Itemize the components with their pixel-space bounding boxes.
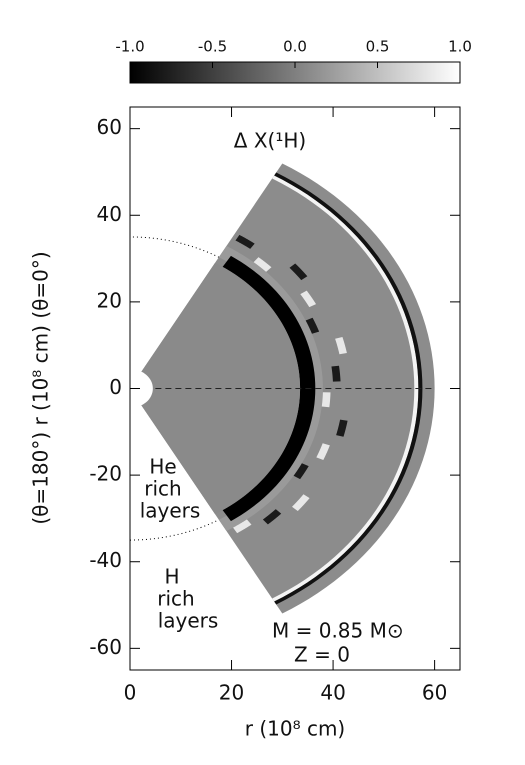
chart-title: Δ X(¹H) — [234, 129, 306, 153]
colorbar-tick-label: 1.0 — [448, 38, 472, 56]
y-tick-label: -40 — [89, 548, 122, 572]
plume — [291, 494, 310, 512]
dotted-arc — [129, 236, 220, 258]
annotation: layers — [158, 609, 219, 633]
plume — [293, 463, 309, 480]
plume — [336, 419, 348, 437]
colorbar-tick-label: 0.5 — [366, 38, 390, 56]
plume — [305, 317, 320, 334]
plume — [331, 365, 341, 382]
y-tick-label: 0 — [109, 375, 122, 399]
y-tick-label: -20 — [89, 462, 122, 486]
annotation: Z = 0 — [294, 643, 350, 667]
mixing-layer — [218, 245, 323, 532]
colorbar-tick-label: -0.5 — [198, 38, 227, 56]
y-tick-label: -60 — [89, 635, 122, 659]
x-tick-label: 20 — [219, 681, 244, 705]
colorbar-tick-label: 0.0 — [283, 38, 307, 56]
plume — [253, 257, 272, 272]
annotation: rich — [157, 587, 194, 611]
x-tick-label: 0 — [124, 681, 137, 705]
annotation: rich — [144, 477, 181, 501]
plume — [316, 443, 330, 460]
y-tick-label: 40 — [97, 202, 122, 226]
colorbar-tick-label: -1.0 — [115, 38, 144, 56]
plume — [300, 290, 317, 308]
annotation: H — [164, 565, 179, 589]
x-tick-label: 60 — [422, 681, 447, 705]
core — [130, 262, 301, 515]
plume — [289, 263, 308, 281]
annotation: layers — [140, 499, 201, 523]
plume — [262, 509, 282, 525]
x-axis-label: r (10⁸ cm) — [245, 717, 346, 741]
y-axis-label: (θ=180°) r (10⁸ cm) (θ=0°) — [29, 251, 53, 524]
dotted-arc — [129, 519, 220, 541]
annotation: He — [149, 455, 176, 479]
plume — [235, 234, 255, 249]
plume — [233, 519, 252, 534]
plume — [335, 337, 347, 355]
annotation: M = 0.85 M⊙ — [272, 619, 404, 643]
he-layer — [222, 255, 316, 522]
plume — [321, 392, 331, 408]
y-tick-label: 20 — [97, 288, 122, 312]
y-tick-label: 60 — [97, 115, 122, 139]
x-tick-label: 40 — [320, 681, 345, 705]
